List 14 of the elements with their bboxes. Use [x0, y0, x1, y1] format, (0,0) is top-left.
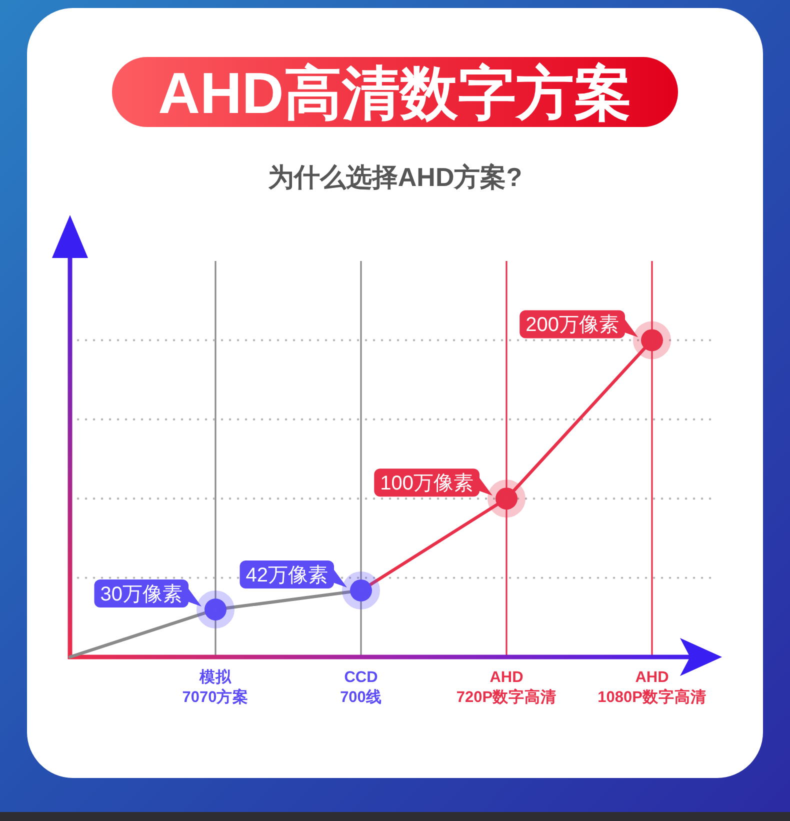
point: [488, 480, 526, 518]
data-label: 30万像素: [100, 583, 182, 606]
point: [342, 571, 380, 610]
data-label: 200万像素: [526, 314, 619, 336]
x-tick-label: 模拟 7070方案: [182, 668, 249, 706]
x-tick-label: AHD 720P数字高清: [456, 669, 557, 706]
x-tick-label: CCD 700线: [340, 669, 382, 706]
chart-subtitle: 为什么选择AHD方案?: [268, 162, 522, 192]
point: [196, 590, 234, 628]
data-label: 42万像素: [246, 564, 328, 586]
x-tick-label: AHD 1080P数字高清: [598, 669, 706, 706]
data-label: 100万像素: [380, 472, 474, 495]
chart-title: AHD高清数字方案: [158, 61, 632, 126]
point: [633, 321, 671, 360]
